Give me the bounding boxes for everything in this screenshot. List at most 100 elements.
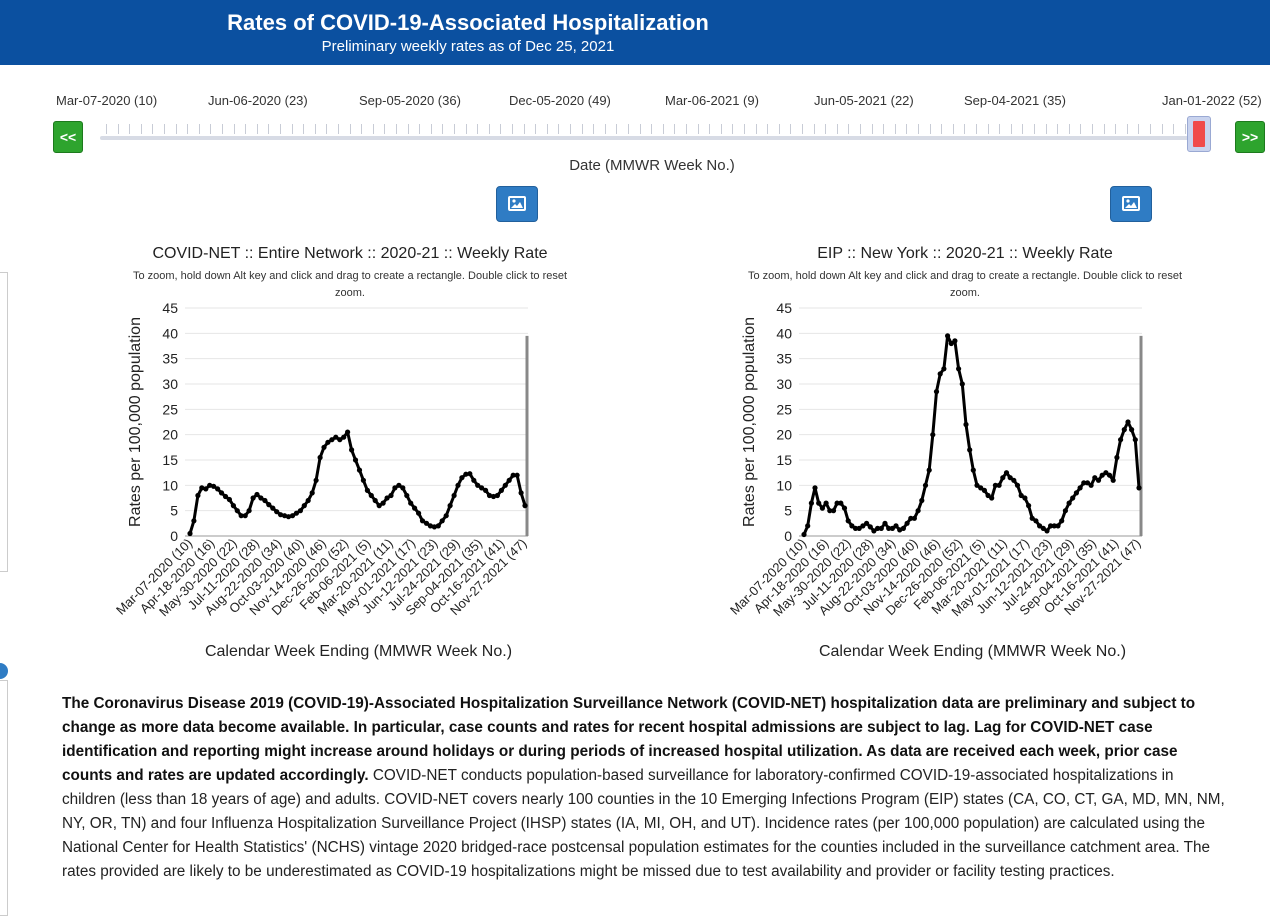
data-point — [388, 492, 394, 499]
data-point — [427, 523, 433, 529]
slider-tick — [1010, 124, 1012, 134]
slider-tick — [1022, 124, 1024, 134]
download-chart-image-button[interactable] — [496, 186, 538, 222]
data-point — [830, 508, 837, 514]
data-point — [471, 477, 477, 483]
slider-tick — [871, 124, 873, 134]
chart-new-york[interactable]: 0 5 10 15 20 25 30 35 40 45 Rates per 100,000 popu… — [614, 0, 1254, 680]
data-point — [1073, 490, 1079, 496]
data-point — [514, 472, 520, 478]
data-point — [1095, 477, 1102, 483]
download-chart-image-button[interactable] — [1110, 186, 1152, 222]
data-point — [1003, 470, 1010, 476]
data-point — [945, 333, 951, 339]
slider-tick — [233, 124, 235, 134]
data-point — [408, 500, 414, 506]
y-tick-label: 10 — [162, 477, 178, 493]
slider-tick — [964, 124, 966, 134]
data-point — [1092, 475, 1098, 481]
slider-tick — [558, 124, 560, 134]
slider-tick — [570, 124, 571, 134]
data-point — [1136, 485, 1142, 491]
slider-tick — [465, 124, 467, 134]
data-point — [384, 495, 390, 501]
data-point — [1018, 492, 1024, 499]
data-point — [404, 492, 410, 499]
y-tick-label: 35 — [776, 351, 792, 367]
description: The Coronavirus Disease 2019 (COVID-19)-… — [62, 692, 1230, 884]
data-point — [1129, 427, 1135, 433]
data-point — [904, 520, 910, 526]
y-tick-label: 40 — [162, 325, 178, 341]
data-point — [325, 439, 331, 445]
data-point — [1066, 500, 1072, 506]
slider-tick — [628, 124, 629, 134]
data-point — [211, 483, 217, 489]
data-point — [1040, 525, 1046, 532]
data-point — [321, 444, 327, 450]
data-point — [282, 513, 288, 519]
data-point — [230, 503, 236, 509]
data-point — [274, 509, 280, 515]
previous-week-button[interactable]: << — [53, 121, 83, 153]
data-point — [447, 503, 453, 509]
slider-tick — [280, 124, 281, 134]
slider-tick — [419, 124, 421, 134]
data-point — [498, 487, 504, 493]
y-tick-label: 45 — [162, 300, 178, 316]
slider-tick — [477, 124, 479, 134]
data-point — [911, 515, 917, 521]
data-point — [871, 528, 877, 534]
data-point — [1121, 427, 1127, 433]
data-point — [254, 491, 260, 498]
data-point — [886, 525, 892, 532]
data-point — [195, 492, 201, 499]
data-point — [1081, 480, 1087, 486]
series-line — [802, 334, 1141, 536]
data-point — [952, 338, 958, 344]
slider-tick — [686, 124, 687, 134]
data-point — [506, 477, 512, 483]
data-point — [246, 508, 252, 514]
data-point — [313, 477, 319, 483]
y-tick-label: 0 — [170, 528, 178, 544]
data-point — [435, 523, 441, 529]
date-slider-handle[interactable] — [1187, 116, 1211, 152]
slider-tick — [674, 124, 676, 134]
data-point — [878, 525, 884, 532]
info-icon[interactable] — [0, 663, 8, 679]
data-point — [352, 457, 359, 463]
image-icon — [1122, 196, 1140, 211]
slider-tick — [198, 124, 200, 134]
data-point — [467, 471, 473, 477]
data-point — [199, 485, 205, 491]
chart-entire-network[interactable]: 0 5 10 15 20 25 30 35 40 45 Rates per 100,000 popu… — [0, 0, 640, 680]
x-axis-title: Calendar Week Ending (MMWR Week No.) — [205, 643, 512, 660]
y-tick-label: 25 — [776, 401, 792, 417]
slider-tick — [941, 124, 943, 134]
y-tick-label: 40 — [776, 325, 792, 341]
data-point — [1099, 472, 1105, 478]
slider-tick — [616, 124, 618, 134]
slider-tick — [999, 124, 1001, 134]
data-point — [459, 475, 465, 481]
date-slider-track[interactable] — [100, 136, 1208, 140]
slider-tick — [442, 124, 444, 134]
data-point — [838, 500, 844, 506]
data-point — [816, 500, 822, 506]
data-point — [882, 520, 888, 526]
data-point — [419, 518, 426, 524]
data-point — [1088, 482, 1094, 488]
x-axis-title: Calendar Week Ending (MMWR Week No.) — [819, 643, 1126, 660]
data-point — [305, 497, 311, 504]
data-point — [1048, 523, 1054, 529]
slider-tick — [117, 124, 119, 134]
y-tick-label: 30 — [776, 376, 792, 392]
y-tick-label: 15 — [162, 452, 178, 468]
slider-tick — [1080, 124, 1082, 134]
data-point — [1114, 454, 1120, 461]
data-point — [1007, 475, 1013, 481]
data-point — [941, 366, 947, 372]
slider-tick — [651, 124, 653, 134]
next-week-button[interactable]: >> — [1235, 121, 1265, 153]
